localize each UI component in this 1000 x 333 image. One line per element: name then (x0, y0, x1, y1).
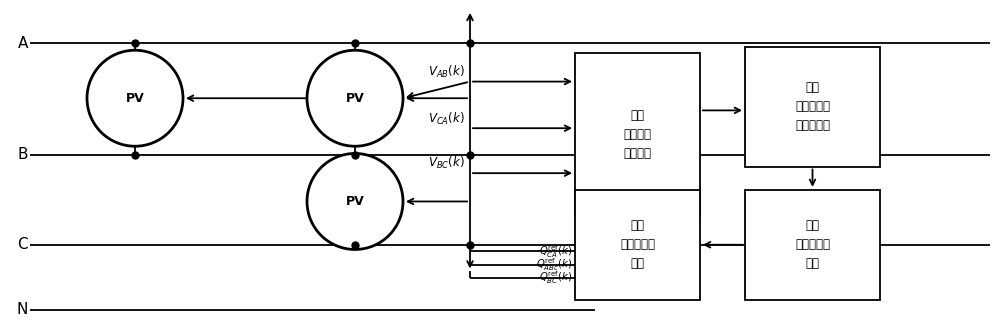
Text: 计算
三相电压
不平衡度: 计算 三相电压 不平衡度 (624, 109, 652, 161)
Text: $Q^{\rm ref}_{ABc}(k)$: $Q^{\rm ref}_{ABc}(k)$ (536, 256, 572, 273)
Text: 计算
无功功率参
考値: 计算 无功功率参 考値 (620, 219, 655, 270)
Text: C: C (17, 237, 28, 252)
Bar (575, 190, 700, 300)
Bar (745, 190, 880, 300)
Text: $V_{BC}(k)$: $V_{BC}(k)$ (428, 156, 465, 171)
Text: B: B (18, 147, 28, 163)
Text: PV: PV (346, 195, 364, 208)
Text: $Q^{\rm ref}_{BC}(k)$: $Q^{\rm ref}_{BC}(k)$ (539, 270, 572, 286)
Text: 计算
无功功率补
偿度: 计算 无功功率补 偿度 (795, 219, 830, 270)
Ellipse shape (307, 154, 403, 249)
Text: A: A (18, 36, 28, 51)
Text: $V_{AB}(k)$: $V_{AB}(k)$ (428, 64, 465, 80)
Ellipse shape (307, 50, 403, 146)
Text: $Q^{\rm ref}_{CA}(k)$: $Q^{\rm ref}_{CA}(k)$ (539, 243, 572, 260)
Bar (745, 47, 880, 166)
Text: PV: PV (346, 92, 364, 105)
Bar (575, 53, 700, 216)
Text: $V_{CA}(k)$: $V_{CA}(k)$ (428, 111, 465, 127)
Text: N: N (17, 302, 28, 317)
Ellipse shape (87, 50, 183, 146)
Text: 计算
可用无功容
量的最大値: 计算 可用无功容 量的最大値 (795, 81, 830, 132)
Text: PV: PV (126, 92, 144, 105)
